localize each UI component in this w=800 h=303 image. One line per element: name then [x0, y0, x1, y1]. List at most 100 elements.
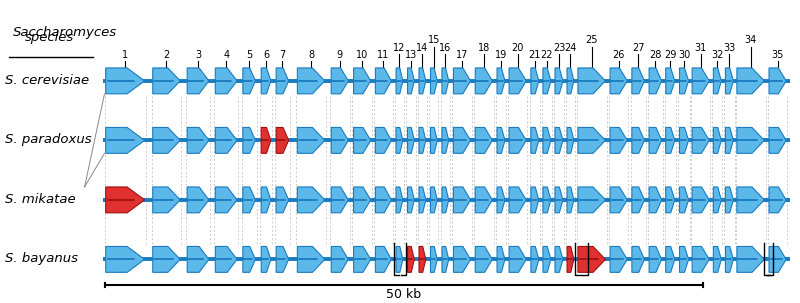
Polygon shape: [106, 187, 145, 213]
Text: 12: 12: [394, 43, 406, 53]
Polygon shape: [331, 128, 348, 153]
Polygon shape: [215, 68, 237, 94]
Polygon shape: [215, 187, 237, 213]
Text: 21: 21: [529, 50, 541, 60]
Polygon shape: [567, 246, 574, 272]
Polygon shape: [215, 128, 237, 153]
Text: 17: 17: [456, 50, 468, 60]
Polygon shape: [632, 246, 645, 272]
Polygon shape: [475, 246, 492, 272]
Text: 25: 25: [586, 35, 598, 45]
Polygon shape: [692, 187, 710, 213]
Polygon shape: [737, 68, 764, 94]
Polygon shape: [649, 187, 662, 213]
Polygon shape: [632, 68, 645, 94]
Polygon shape: [714, 187, 722, 213]
Text: 8: 8: [308, 50, 314, 60]
Polygon shape: [632, 128, 645, 153]
Polygon shape: [555, 128, 563, 153]
Polygon shape: [737, 187, 764, 213]
Text: 5: 5: [246, 50, 252, 60]
Text: 7: 7: [279, 50, 286, 60]
Text: 28: 28: [649, 50, 662, 60]
Text: 1: 1: [122, 50, 128, 60]
Text: 2: 2: [163, 50, 170, 60]
Polygon shape: [632, 187, 645, 213]
Polygon shape: [509, 68, 526, 94]
Polygon shape: [567, 187, 574, 213]
Polygon shape: [331, 246, 348, 272]
Text: 23: 23: [553, 43, 565, 53]
Polygon shape: [106, 68, 145, 94]
Polygon shape: [726, 68, 734, 94]
Polygon shape: [430, 246, 438, 272]
Polygon shape: [375, 68, 391, 94]
Polygon shape: [726, 187, 734, 213]
Polygon shape: [187, 187, 209, 213]
Polygon shape: [331, 187, 348, 213]
Polygon shape: [555, 246, 563, 272]
Text: 13: 13: [405, 50, 417, 60]
Polygon shape: [679, 128, 689, 153]
Polygon shape: [543, 246, 551, 272]
Polygon shape: [610, 187, 627, 213]
Polygon shape: [187, 128, 209, 153]
Polygon shape: [531, 246, 539, 272]
Polygon shape: [666, 246, 675, 272]
Polygon shape: [692, 246, 710, 272]
Polygon shape: [555, 68, 563, 94]
Polygon shape: [262, 246, 271, 272]
Polygon shape: [567, 68, 574, 94]
Polygon shape: [497, 187, 505, 213]
Polygon shape: [454, 187, 470, 213]
Polygon shape: [475, 68, 492, 94]
Polygon shape: [407, 246, 414, 272]
Polygon shape: [106, 128, 145, 153]
Polygon shape: [497, 128, 505, 153]
Polygon shape: [407, 128, 414, 153]
Polygon shape: [649, 246, 662, 272]
Polygon shape: [153, 68, 180, 94]
Polygon shape: [298, 246, 325, 272]
Polygon shape: [262, 68, 271, 94]
Text: 34: 34: [745, 35, 757, 45]
Polygon shape: [215, 246, 237, 272]
Polygon shape: [726, 246, 734, 272]
Polygon shape: [243, 187, 255, 213]
Polygon shape: [578, 128, 606, 153]
Polygon shape: [430, 187, 438, 213]
Polygon shape: [262, 187, 271, 213]
Polygon shape: [497, 68, 505, 94]
Polygon shape: [375, 187, 391, 213]
Text: 32: 32: [711, 50, 723, 60]
Polygon shape: [610, 246, 627, 272]
Text: S. mikatae: S. mikatae: [5, 193, 75, 206]
Polygon shape: [737, 128, 764, 153]
Text: 9: 9: [337, 50, 343, 60]
Polygon shape: [543, 187, 551, 213]
Polygon shape: [666, 128, 675, 153]
Polygon shape: [396, 246, 403, 272]
Text: 15: 15: [428, 35, 440, 45]
Polygon shape: [649, 128, 662, 153]
Polygon shape: [407, 187, 414, 213]
Text: 27: 27: [632, 43, 644, 53]
Polygon shape: [543, 68, 551, 94]
Text: 24: 24: [564, 43, 577, 53]
Polygon shape: [509, 246, 526, 272]
Polygon shape: [276, 246, 289, 272]
Polygon shape: [578, 187, 606, 213]
Polygon shape: [262, 128, 271, 153]
Polygon shape: [243, 128, 255, 153]
Polygon shape: [354, 246, 370, 272]
Polygon shape: [407, 68, 414, 94]
Polygon shape: [666, 68, 675, 94]
Text: S. paradoxus: S. paradoxus: [5, 133, 91, 146]
Polygon shape: [454, 128, 470, 153]
Text: 35: 35: [771, 50, 784, 60]
Polygon shape: [354, 128, 370, 153]
Polygon shape: [531, 68, 539, 94]
Text: 50 kb: 50 kb: [386, 288, 422, 301]
Polygon shape: [442, 187, 449, 213]
Text: 33: 33: [723, 43, 735, 53]
